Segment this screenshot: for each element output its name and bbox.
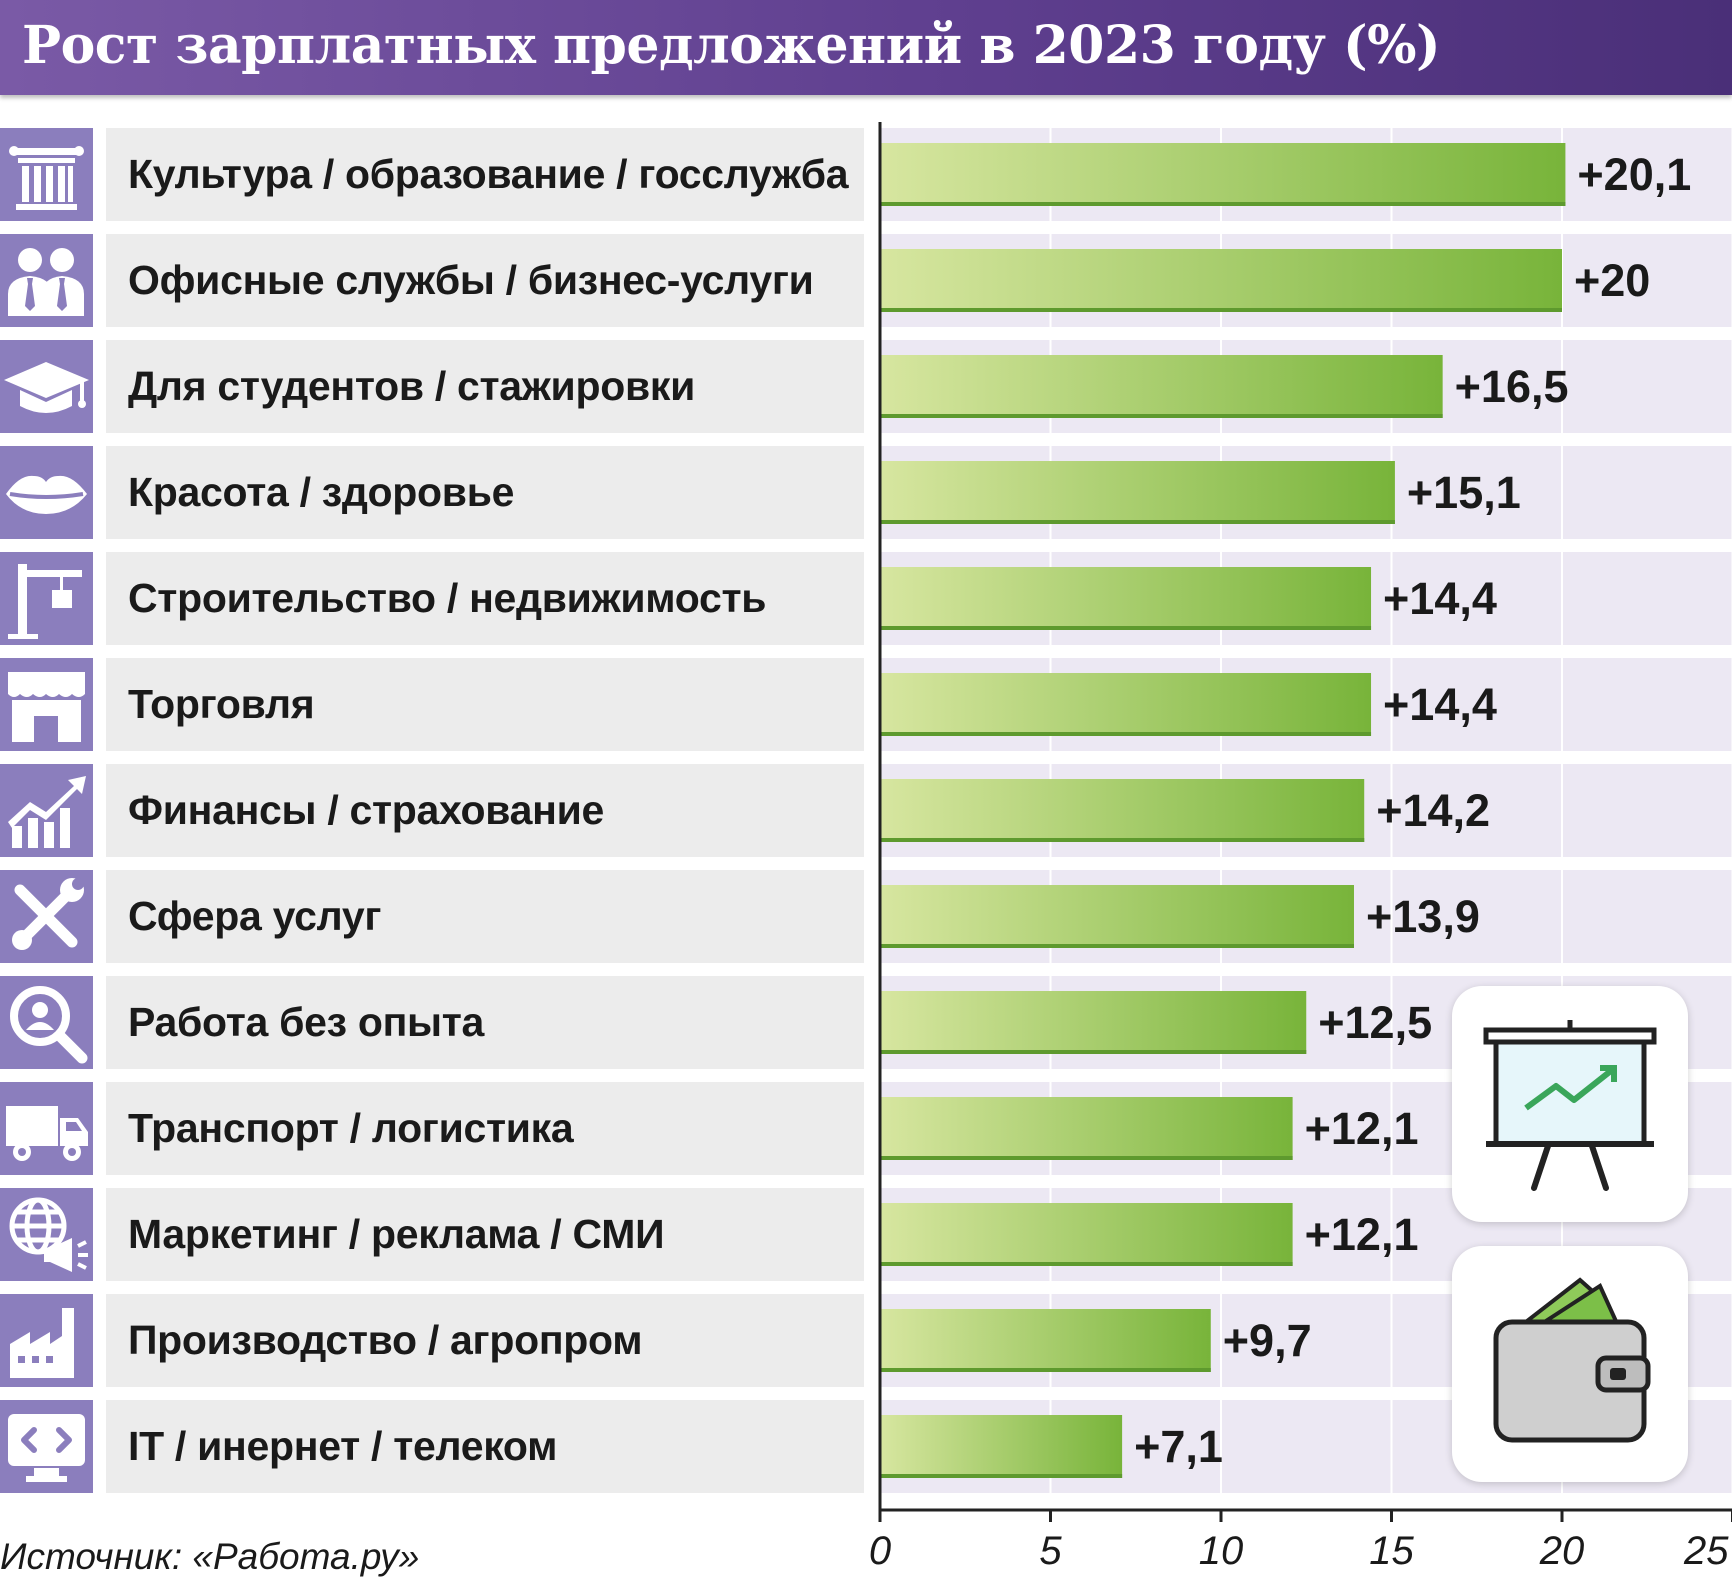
data-label: +20 — [1574, 255, 1650, 306]
row-label-office: Офисные службы / бизнес-услуги — [106, 234, 864, 327]
truck-icon — [0, 1082, 93, 1175]
bar — [880, 1203, 1293, 1266]
factory-icon — [0, 1294, 93, 1387]
data-label: +9,7 — [1223, 1315, 1312, 1366]
presentation-panel — [1452, 986, 1688, 1222]
bar — [880, 885, 1354, 948]
bar — [880, 143, 1566, 206]
x-tick-label: 25 — [1683, 1529, 1729, 1573]
bar-edge — [880, 626, 1372, 630]
data-label: +12,1 — [1305, 1103, 1419, 1154]
row-label-trade: Торговля — [106, 658, 864, 751]
bar-edge — [880, 732, 1372, 736]
x-tick-label: 10 — [1199, 1529, 1244, 1573]
data-label: +12,5 — [1318, 997, 1432, 1048]
bar — [880, 779, 1365, 842]
bar — [880, 673, 1372, 736]
magnifier-icon — [0, 976, 93, 1069]
bar-edge — [880, 1368, 1211, 1372]
row-label-beauty: Красота / здоровье — [106, 446, 864, 539]
bar-edge — [880, 202, 1566, 206]
bar — [880, 1097, 1293, 1160]
wallet-panel — [1452, 1246, 1688, 1482]
data-label: +20,1 — [1577, 149, 1691, 200]
data-label: +16,5 — [1455, 361, 1569, 412]
data-label: +14,2 — [1376, 785, 1490, 836]
data-label: +14,4 — [1383, 679, 1497, 730]
row-label-transport: Транспорт / логистика — [106, 1082, 864, 1175]
bar-edge — [880, 1262, 1293, 1266]
bar — [880, 1309, 1211, 1372]
bar-edge — [880, 1474, 1123, 1478]
page-title: Рост зарплатных предложений в 2023 году … — [22, 15, 1441, 76]
crane-icon — [0, 552, 93, 645]
bar-edge — [880, 1156, 1293, 1160]
row-label-services: Сфера услуг — [106, 870, 864, 963]
row-label-students: Для студентов / стажировки — [106, 340, 864, 433]
source-note: Источник: «Работа.ру» — [0, 1536, 420, 1577]
row-label-production: Производство / агропром — [106, 1294, 864, 1387]
bar — [880, 1415, 1123, 1478]
data-label: +12,1 — [1305, 1209, 1419, 1260]
graduation-cap-icon — [0, 340, 93, 433]
code-monitor-icon — [0, 1400, 93, 1493]
bar-edge — [880, 838, 1365, 842]
x-tick-label: 15 — [1369, 1529, 1414, 1573]
x-tick-label: 5 — [1039, 1529, 1062, 1573]
presentation-board-icon — [1483, 1020, 1657, 1191]
bar-edge — [880, 944, 1354, 948]
lips-icon — [0, 446, 93, 539]
data-label: +15,1 — [1407, 467, 1521, 518]
bar-edge — [880, 308, 1562, 312]
growth-chart-icon — [0, 764, 93, 857]
globe-megaphone-icon — [0, 1188, 93, 1281]
tools-icon — [0, 870, 93, 963]
bar-edge — [880, 520, 1395, 524]
x-tick-label: 0 — [869, 1529, 891, 1573]
bar — [880, 567, 1372, 630]
bar — [880, 461, 1395, 524]
shop-icon — [0, 658, 93, 751]
columns-icon — [0, 128, 93, 221]
row-label-finance: Финансы / страхование — [106, 764, 864, 857]
row-label-construction: Строительство / недвижимость — [106, 552, 864, 645]
row-label-culture: Культура / образование / госслужба — [106, 128, 864, 221]
wallet-icon — [1493, 1277, 1651, 1443]
bar-edge — [880, 414, 1443, 418]
bar-edge — [880, 1050, 1307, 1054]
data-label: +13,9 — [1366, 891, 1480, 942]
header-bar: Рост зарплатных предложений в 2023 году … — [0, 0, 1732, 95]
row-label-it: IT / инернет / телеком — [106, 1400, 864, 1493]
row-label-no-experience: Работа без опыта — [106, 976, 864, 1069]
bar — [880, 249, 1562, 312]
data-label: +7,1 — [1134, 1421, 1223, 1472]
data-label: +14,4 — [1383, 573, 1497, 624]
row-label-marketing: Маркетинг / реклама / СМИ — [106, 1188, 864, 1281]
x-tick-label: 20 — [1539, 1529, 1585, 1573]
office-people-icon — [0, 234, 93, 327]
bar — [880, 991, 1307, 1054]
bar — [880, 355, 1443, 418]
